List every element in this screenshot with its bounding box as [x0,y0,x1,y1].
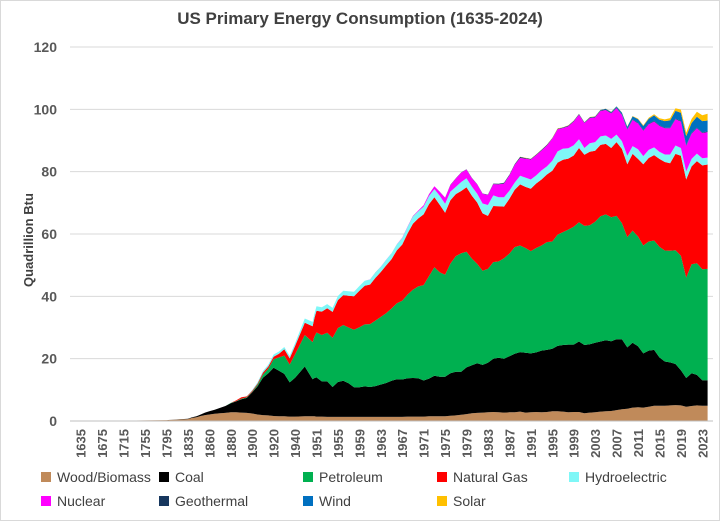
x-tick-label: 1995 [545,429,560,458]
legend-label: Wind [319,493,351,509]
y-tick-label: 0 [49,413,57,429]
legend-item: Natural Gas [437,469,528,485]
x-tick-label: 1715 [117,429,132,458]
x-tick-label: 1959 [352,429,367,458]
x-tick-label: 2003 [588,429,603,458]
x-tick-label: 1951 [310,429,325,458]
legend-label: Solar [453,493,486,509]
series-area-petroleum [80,214,708,421]
y-tick-label: 80 [41,164,57,180]
legend-item: Coal [159,469,204,485]
legend-label: Geothermal [175,493,249,509]
x-tick-label: 2007 [610,429,625,458]
x-tick-label: 1967 [395,429,410,458]
y-tick-label: 20 [41,351,57,367]
legend-item: Petroleum [303,469,383,485]
legend-label: Hydroelectric [585,469,667,485]
legend-item: Hydroelectric [569,469,667,485]
x-tick-label: 1860 [202,429,217,458]
x-tick-label: 2015 [652,429,667,458]
x-tick-label: 1900 [245,429,260,458]
legend-swatch [159,472,169,482]
x-tick-label: 2011 [631,429,646,457]
x-tick-label: 1999 [567,429,582,458]
x-tick-label: 1983 [481,429,496,458]
x-tick-label: 2023 [695,429,710,458]
series-area-natural-gas [80,142,708,421]
x-tick-label: 1975 [438,429,453,458]
x-tick-label: 1835 [181,429,196,458]
legend-item: Wind [303,493,351,509]
legend-swatch [41,496,51,506]
legend-label: Wood/Biomass [57,469,151,485]
legend-swatch [41,472,51,482]
legend-swatch [569,472,579,482]
legend-swatch [437,472,447,482]
series-area-coal [80,339,708,421]
legend-swatch [303,472,313,482]
y-tick-label: 60 [41,226,57,242]
x-tick-label: 1991 [524,429,539,458]
x-tick-label: 1635 [74,429,89,458]
legend-swatch [159,496,169,506]
series-area-nuclear [80,108,708,421]
x-tick-label: 1971 [417,429,432,458]
x-tick-label: 1880 [224,429,239,458]
x-tick-label: 1675 [95,429,110,458]
x-tick-label: 1987 [502,429,517,458]
x-tick-label: 1795 [159,429,174,458]
x-tick-label: 1979 [460,429,475,458]
legend-label: Coal [175,469,204,485]
chart-title: US Primary Energy Consumption (1635-2024… [177,9,543,28]
legend-item: Geothermal [159,493,248,509]
x-tick-label: 2019 [674,429,689,458]
series-area-wood-biomass [80,405,708,421]
x-tick-label: 1940 [288,429,303,458]
legend-label: Nuclear [57,493,106,509]
legend-label: Natural Gas [453,469,528,485]
legend-item: Nuclear [41,493,105,509]
legend-item: Solar [437,493,486,509]
y-tick-label: 40 [41,288,57,304]
x-tick-label: 1955 [331,429,346,458]
legend-item: Wood/Biomass [41,469,151,485]
x-tick-label: 1920 [267,429,282,458]
x-tick-label: 1755 [138,429,153,458]
y-tick-label: 100 [34,101,58,117]
x-tick-label: 1963 [374,429,389,458]
legend-swatch [437,496,447,506]
legend-label: Petroleum [319,469,383,485]
legend-swatch [303,496,313,506]
y-tick-label: 120 [34,39,58,55]
